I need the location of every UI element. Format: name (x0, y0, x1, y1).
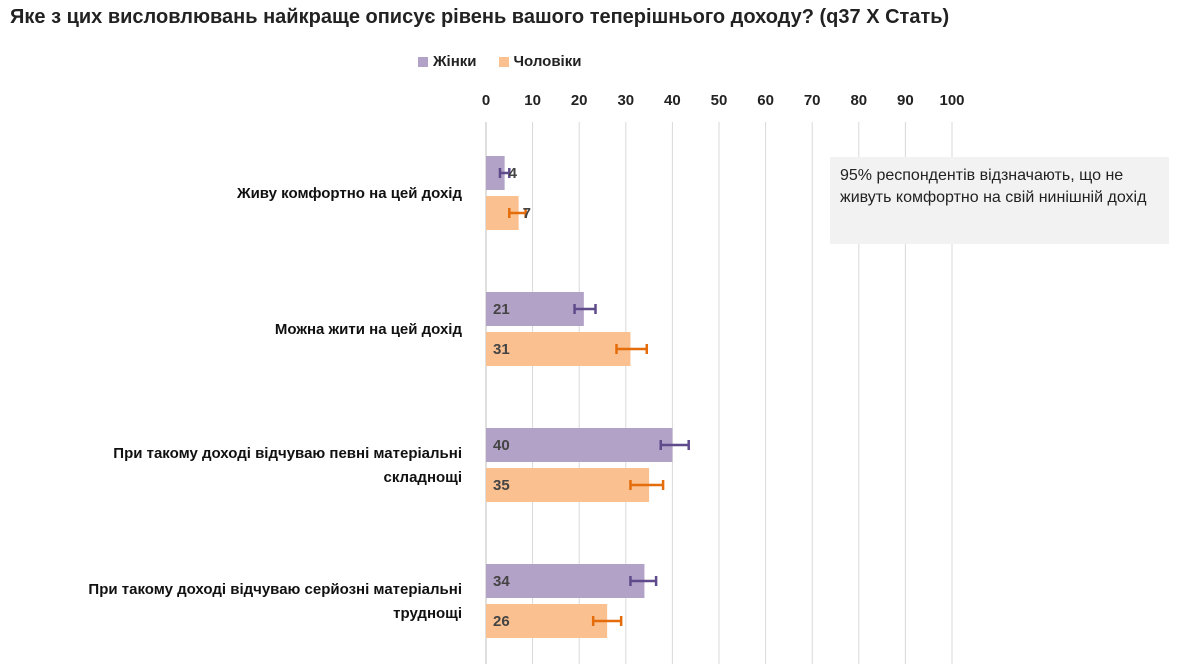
data-label-0-1: 21 (493, 301, 510, 318)
tick-label-30: 30 (617, 92, 634, 109)
data-label-0-2: 40 (493, 437, 510, 454)
bar-0-3 (486, 564, 645, 598)
legend-label-men: Чоловіки (513, 53, 582, 70)
data-label-1-1: 31 (493, 341, 510, 358)
bar-1-3 (486, 604, 608, 638)
category-label-2-1: складнощі (384, 469, 462, 486)
category-label-2-0: При такому доході відчуваю певні матеріа… (113, 445, 462, 462)
tick-label-90: 90 (897, 92, 914, 109)
category-label-3-1: труднощі (393, 605, 462, 622)
data-label-1-2: 35 (493, 477, 510, 494)
chart-title: Яке з цих висловлювань найкраще описує р… (10, 6, 950, 28)
category-label-0-0: Живу комфортно на цей дохід (236, 185, 462, 202)
tick-label-20: 20 (571, 92, 588, 109)
bar-1-1 (486, 332, 631, 366)
legend-item-women: Жінки (418, 53, 477, 70)
legend-label-women: Жінки (433, 53, 477, 70)
data-label-0-0: 4 (509, 165, 518, 182)
tick-label-70: 70 (804, 92, 821, 109)
legend-item-men: Чоловіки (498, 53, 582, 70)
bar-1-2 (486, 468, 650, 502)
tick-label-40: 40 (664, 92, 681, 109)
tick-label-100: 100 (939, 92, 964, 109)
data-label-1-0: 7 (523, 205, 531, 222)
bar-0-2 (486, 428, 673, 462)
tick-label-0: 0 (482, 92, 490, 109)
tick-label-80: 80 (850, 92, 867, 109)
tick-label-60: 60 (757, 92, 774, 109)
legend: Жінки Чоловіки (418, 53, 581, 70)
tick-label-10: 10 (524, 92, 541, 109)
data-label-1-3: 26 (493, 613, 510, 630)
tick-label-50: 50 (711, 92, 728, 109)
bar-0-1 (486, 292, 584, 326)
category-label-3-0: При такому доході відчуваю серйозні мате… (88, 581, 462, 598)
data-label-0-3: 34 (493, 573, 510, 590)
legend-swatch-men (498, 56, 509, 67)
annotation-box: 95% респондентів відзначають, що не живу… (830, 157, 1169, 244)
category-label-1-0: Можна жити на цей дохід (275, 321, 463, 338)
bar-0-0 (486, 156, 505, 190)
legend-swatch-women (418, 56, 428, 67)
